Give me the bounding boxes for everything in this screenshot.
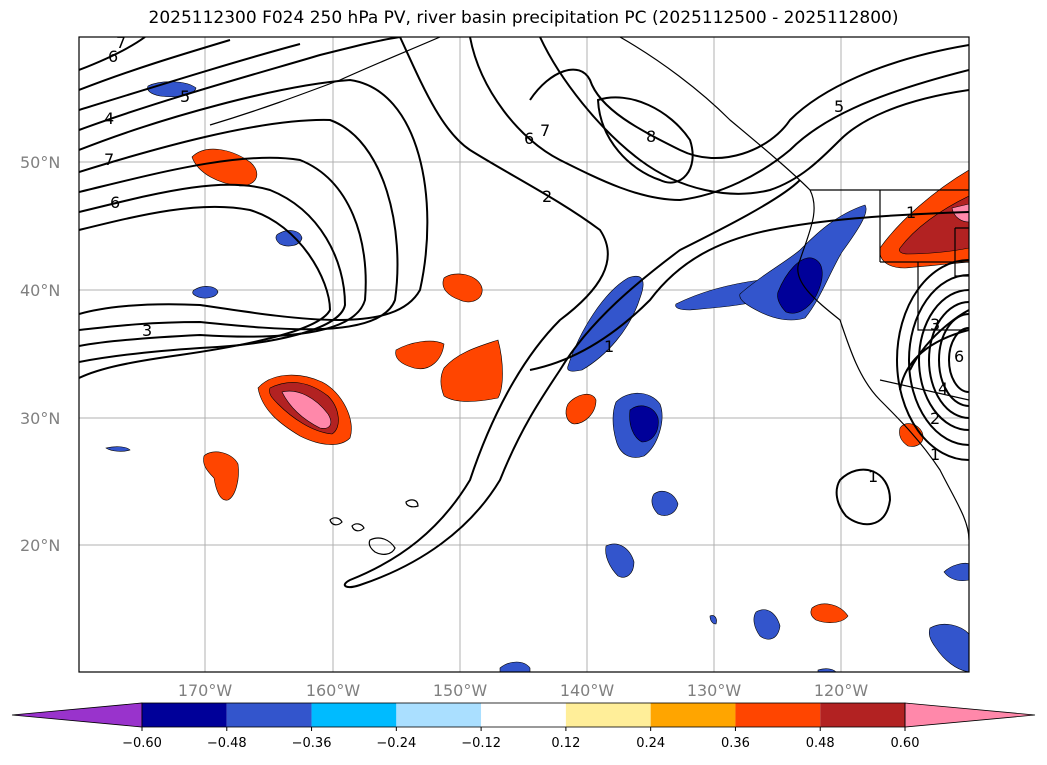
contour-label: 5: [834, 97, 844, 116]
pv-contours: [79, 37, 969, 589]
colorbar-segment: [820, 703, 905, 727]
contour-label: 5: [180, 87, 190, 106]
colorbar-segment: [735, 703, 821, 727]
colorbar-segment: [396, 703, 482, 727]
colorbar-tick-label: −0.36: [292, 736, 332, 751]
map-title: 2025112300 F024 250 hPa PV, river basin …: [148, 8, 899, 28]
map-frame: [78, 36, 970, 673]
colorbar-tick-label: −0.48: [207, 736, 247, 751]
longitude-labels: 170°W 160°W 150°W 140°W 130°W 120°W: [178, 681, 869, 700]
lat-label: 40°N: [20, 281, 60, 300]
contour-label: 3: [930, 315, 940, 334]
lon-label: 160°W: [306, 681, 361, 700]
contour-label: 7: [540, 121, 550, 140]
contour-label: 6: [108, 47, 118, 66]
lat-label: 30°N: [20, 409, 60, 428]
colorbar-tick-label: 0.60: [891, 736, 920, 751]
colorbar-tick-label: −0.24: [376, 736, 416, 751]
coastlines: [209, 37, 969, 555]
lon-label: 140°W: [560, 681, 615, 700]
contour-label: 1: [906, 203, 916, 222]
colorbar-segment: [650, 703, 736, 727]
lon-label: 130°W: [687, 681, 742, 700]
precip-blobs: [105, 81, 969, 672]
colorbar-tick-label: 0.36: [721, 736, 750, 751]
map-area: 7 6 5 4 7 6 3 7 6 8 2 5 1 1 3 6 4 2 1 1: [79, 33, 969, 672]
colorbar-extend-min: [11, 702, 143, 728]
contour-label: 6: [524, 129, 534, 148]
colorbar-segment: [481, 703, 566, 727]
lat-label: 50°N: [20, 153, 60, 172]
latitude-labels: 50°N 40°N 30°N 20°N: [20, 153, 60, 555]
contour-label: 4: [938, 379, 948, 398]
contour-label: 8: [646, 127, 656, 146]
colorbar-tick-label: 0.24: [636, 736, 665, 751]
contour-label: 7: [104, 150, 114, 169]
colorbar-tick-label: −0.60: [122, 736, 162, 751]
contour-label: 1: [604, 337, 614, 356]
contour-label: 7: [116, 33, 126, 52]
colorbar-tick-label: 0.48: [806, 736, 835, 751]
contour-label: 1: [868, 467, 878, 486]
contour-label: 2: [542, 187, 552, 206]
lon-label: 170°W: [178, 681, 233, 700]
contour-label: 6: [954, 347, 964, 366]
colorbar: −0.60 −0.48 −0.36 −0.24 −0.12 0.12 0.24 0.36 0.4…: [11, 702, 1036, 751]
colorbar-segment: [565, 703, 651, 727]
lon-label: 150°W: [433, 681, 488, 700]
colorbar-outline: [141, 702, 906, 728]
contour-label: 3: [142, 321, 152, 340]
contour-label: 1: [930, 445, 940, 464]
colorbar-extend-max: [904, 702, 1036, 728]
colorbar-tick-label: 0.12: [551, 736, 580, 751]
contour-label: 4: [104, 109, 114, 128]
colorbar-tick-label: −0.12: [461, 736, 501, 751]
contour-label: 6: [110, 193, 120, 212]
colorbar-segment: [311, 703, 397, 727]
gridlines: [79, 37, 969, 672]
lon-label: 120°W: [814, 681, 869, 700]
lat-label: 20°N: [20, 536, 60, 555]
contour-label: 2: [930, 409, 940, 428]
colorbar-segment: [142, 703, 227, 727]
contour-labels: 7 6 5 4 7 6 3 7 6 8 2 5 1 1 3 6 4 2 1 1: [104, 33, 964, 486]
colorbar-segment: [226, 703, 312, 727]
